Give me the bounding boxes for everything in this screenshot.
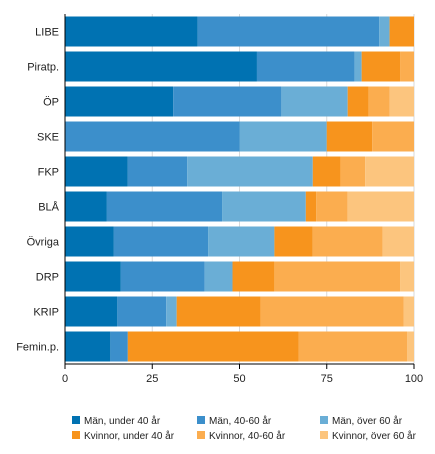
bar-segment <box>113 226 209 257</box>
x-tick-label: 25 <box>146 373 158 385</box>
x-tick-label: 100 <box>405 373 423 385</box>
legend-swatch <box>320 431 328 439</box>
bar-segment <box>389 16 414 47</box>
bar-segment <box>312 156 341 187</box>
category-label: LIBE <box>35 27 59 39</box>
bar-segment <box>65 156 128 187</box>
category-label: Övriga <box>27 237 60 249</box>
bar-segment <box>65 331 111 362</box>
bar-segment <box>326 121 373 152</box>
bar-segment <box>197 16 380 47</box>
x-tick-label: 50 <box>233 373 245 385</box>
bar-segment <box>106 191 223 222</box>
bar-segment <box>187 156 313 187</box>
bar-segment <box>347 191 414 222</box>
legend-swatch <box>72 431 80 439</box>
bar-segment <box>403 296 414 327</box>
bar-segment <box>110 331 128 362</box>
bar-segment <box>305 191 317 222</box>
bar-segment <box>400 261 414 292</box>
bar-segment <box>127 331 299 362</box>
bar-segment <box>260 296 404 327</box>
bar-segment <box>379 16 390 47</box>
category-label: ÖP <box>43 97 59 109</box>
x-axis: 0 25 50 75 100 <box>62 14 423 385</box>
bar-segment <box>389 86 414 117</box>
legend-label: Män, under 40 år <box>84 415 161 427</box>
legend-label: Män, över 60 år <box>332 415 403 427</box>
bar-segment <box>354 51 362 82</box>
bar-segment <box>65 86 174 117</box>
bar-segment <box>312 226 383 257</box>
x-tick-label: 0 <box>62 373 68 385</box>
bar-segment <box>222 191 306 222</box>
bar-segment <box>382 226 414 257</box>
bar-segment <box>65 191 107 222</box>
bar-segment <box>347 86 369 117</box>
bar-segment <box>400 51 414 82</box>
category-label: Piratp. <box>27 62 59 74</box>
bar-segment <box>65 16 198 47</box>
bar-segment <box>361 51 401 82</box>
legend-label: Kvinnor, under 40 år <box>84 430 175 442</box>
bar-segment <box>316 191 348 222</box>
category-label: Femin.p. <box>16 342 59 354</box>
bar-segment <box>365 156 414 187</box>
bar-segment <box>340 156 366 187</box>
bar-segment <box>256 51 355 82</box>
x-tick-label: 75 <box>321 373 333 385</box>
legend-swatch <box>72 416 80 424</box>
category-label: BLÅ <box>38 201 59 214</box>
bar-segment <box>166 296 177 327</box>
legend-swatch <box>197 431 205 439</box>
bar-segment <box>407 331 414 362</box>
bar-segment <box>368 86 390 117</box>
legend-label: Män, 40-60 år <box>209 415 272 427</box>
bar-segment <box>120 261 205 292</box>
category-labels: LIBE Piratp. ÖP SKE FKP BLÅ Övriga DRP KRIP Femin… <box>16 27 60 354</box>
bar-segment <box>274 261 401 292</box>
bar-segment <box>281 86 348 117</box>
legend-swatch <box>197 416 205 424</box>
bar-segment <box>65 261 121 292</box>
bar-segment <box>204 261 233 292</box>
bar-segment <box>239 121 327 152</box>
bar-segment <box>117 296 167 327</box>
bar-segment <box>274 226 313 257</box>
category-label: KRIP <box>33 307 59 319</box>
bar-segment <box>372 121 414 152</box>
legend-label: Kvinnor, över 60 år <box>332 430 417 442</box>
category-label: SKE <box>37 132 59 144</box>
bar-segment <box>208 226 275 257</box>
category-label: DRP <box>36 272 59 284</box>
legend-label: Kvinnor, 40-60 år <box>209 430 286 442</box>
bar-segment <box>127 156 188 187</box>
category-label: FKP <box>38 167 59 179</box>
bar-segment <box>65 51 257 82</box>
bar-segment <box>65 296 118 327</box>
bar-segment <box>65 226 114 257</box>
bar-segment <box>173 86 282 117</box>
bar-segment <box>176 296 261 327</box>
bar-segment <box>232 261 275 292</box>
bar-segment <box>65 121 240 152</box>
legend: Män, under 40 år Män, 40-60 år Män, över 6… <box>72 415 417 442</box>
bar-segment <box>298 331 408 362</box>
bars <box>65 16 414 362</box>
legend-swatch <box>320 416 328 424</box>
